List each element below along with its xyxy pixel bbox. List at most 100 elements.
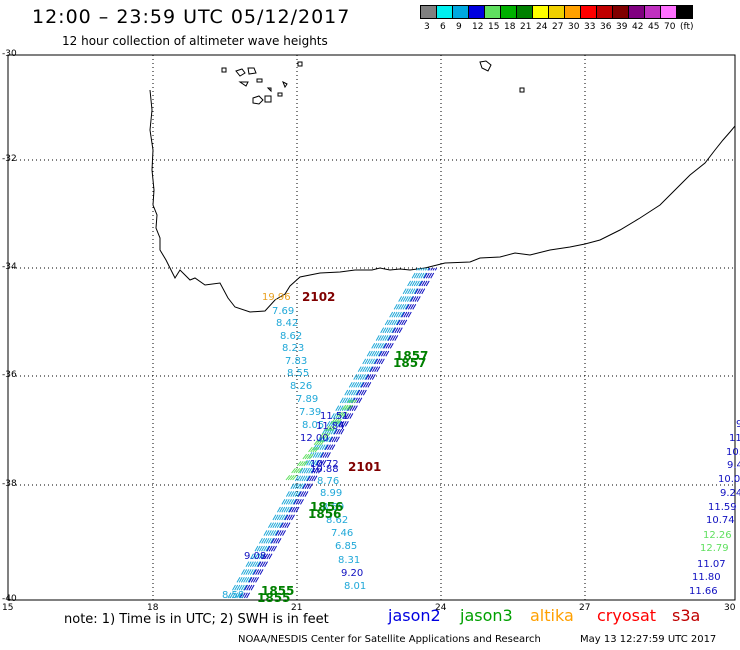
- wave-height-value: 19.96: [262, 292, 291, 303]
- page-title: 12:00 – 23:59 UTC 05/12/2017: [32, 6, 351, 28]
- wave-height-value: 11.51: [320, 411, 349, 422]
- credit-line: NOAA/NESDIS Center for Satellite Applica…: [238, 634, 541, 645]
- coastline: [149, 89, 736, 313]
- lon-label: 21: [291, 603, 303, 613]
- satellite-name: cryosat: [597, 606, 657, 625]
- legend-label: 6: [440, 22, 446, 32]
- color-legend-labels: 3 6 9 12 15 18 21 24 27 30 33 36 39 42 45 70 (ft): [420, 22, 740, 34]
- track-stroke: [239, 267, 431, 599]
- wave-height-value: 8.59: [322, 502, 345, 513]
- lon-label: 24: [435, 603, 447, 613]
- track-stroke: [290, 399, 355, 481]
- wave-height-value: 11: [729, 433, 740, 444]
- legend-label: 39: [616, 22, 628, 32]
- track-stroke: [238, 267, 430, 599]
- pass-time-label: 2101: [348, 460, 382, 474]
- wave-height-value: 8.99: [320, 488, 343, 499]
- satellite-name: jason3: [460, 606, 513, 625]
- wave-height-value: 9.20: [341, 568, 364, 579]
- track-stroke: [243, 267, 435, 599]
- lon-label: 18: [147, 603, 159, 613]
- wave-height-value: 8.05: [302, 420, 325, 431]
- wave-height-value: 8.31: [338, 555, 361, 566]
- pass-time-label: 1855: [257, 591, 291, 605]
- wave-height-value: 7.69: [272, 306, 295, 317]
- wave-height-value: 9.4: [727, 460, 740, 471]
- legend-label: 3: [424, 22, 430, 32]
- wave-height-value: 10.88: [310, 464, 339, 475]
- track-stroke: [236, 267, 428, 599]
- footnote: note: 1) Time is in UTC; 2) SWH is in fe…: [64, 612, 329, 627]
- legend-label: 15: [488, 22, 500, 32]
- pass-time-label: 1857: [393, 356, 427, 370]
- pass-time-label: 1857: [395, 349, 429, 363]
- wave-height-value: 11.84: [316, 421, 345, 432]
- satellite-name: altika: [530, 606, 574, 625]
- wave-height-value: 8.26: [290, 381, 313, 392]
- wave-height-value: 10.72: [310, 459, 339, 470]
- wave-height-value: 10.0: [718, 474, 740, 485]
- legend-label: 33: [584, 22, 596, 32]
- wave-height-value: 6.85: [335, 541, 358, 552]
- wave-height-value: 9.08: [244, 551, 267, 562]
- lon-label: 15: [2, 603, 14, 613]
- wave-height-value: 8.58: [222, 590, 245, 601]
- wave-height-value: 9.24: [720, 488, 740, 499]
- color-legend: [420, 5, 693, 19]
- wave-height-value: 12.79: [700, 543, 729, 554]
- pass-time-label: 1856: [308, 507, 342, 521]
- satellite-name: jason2: [388, 606, 441, 625]
- wave-height-value: 11.80: [692, 572, 721, 583]
- legend-label: 30: [568, 22, 580, 32]
- wave-height-value: 8.55: [287, 368, 310, 379]
- legend-label: 42: [632, 22, 644, 32]
- wave-height-value: 8.42: [276, 318, 299, 329]
- legend-label: 12: [472, 22, 484, 32]
- altimeter-tracks: [227, 267, 438, 599]
- wave-height-value: 10.74: [706, 515, 735, 526]
- wave-height-value: 8.62: [280, 331, 303, 342]
- legend-label: 9: [456, 22, 462, 32]
- legend-swatch: [676, 5, 693, 19]
- wave-height-value: 7.83: [285, 356, 308, 367]
- wave-height-value: 8.62: [326, 515, 349, 526]
- wave-height-value: 7.89: [296, 394, 319, 405]
- wave-height-value: 11.66: [689, 586, 718, 597]
- satellite-name: s3a: [672, 606, 701, 625]
- generated-timestamp: May 13 12:27:59 UTC 2017: [580, 634, 717, 645]
- wave-height-value: 7.46: [331, 528, 354, 539]
- legend-label: 21: [520, 22, 532, 32]
- wave-height-value: 8.23: [282, 343, 305, 354]
- lat-label: -34: [2, 262, 17, 272]
- pass-time-label: 1855: [261, 584, 295, 598]
- legend-label: (ft): [680, 22, 694, 32]
- lat-label: -30: [2, 49, 17, 59]
- lat-label: -32: [2, 154, 17, 164]
- legend-label: 36: [600, 22, 612, 32]
- legend-label: 45: [648, 22, 660, 32]
- lat-label: -38: [2, 479, 17, 489]
- pass-time-label: 2102: [302, 290, 336, 304]
- legend-label: 24: [536, 22, 548, 32]
- lat-label: -36: [2, 370, 17, 380]
- legend-label: 27: [552, 22, 564, 32]
- lat-label: -40: [2, 594, 17, 604]
- wave-height-value: 8.01: [344, 581, 367, 592]
- track-stroke: [246, 267, 438, 599]
- track-stroke: [292, 399, 357, 481]
- lon-label: 30: [724, 603, 736, 613]
- islands: [221, 60, 525, 105]
- wave-height-value: 7.39: [299, 407, 322, 418]
- wave-height-value: 11.59: [708, 502, 737, 513]
- wave-height-value: 12.26: [703, 530, 732, 541]
- map-frame: [7, 54, 736, 601]
- lon-label: 27: [579, 603, 591, 613]
- pass-time-label: 1856: [310, 500, 344, 514]
- track-stroke: [287, 399, 353, 481]
- map-grid: [8, 55, 735, 600]
- page-subtitle: 12 hour collection of altimeter wave hei…: [62, 34, 328, 48]
- wave-height-value: 11.07: [697, 559, 726, 570]
- legend-label: 18: [504, 22, 516, 32]
- wave-height-value: 10.: [726, 447, 740, 458]
